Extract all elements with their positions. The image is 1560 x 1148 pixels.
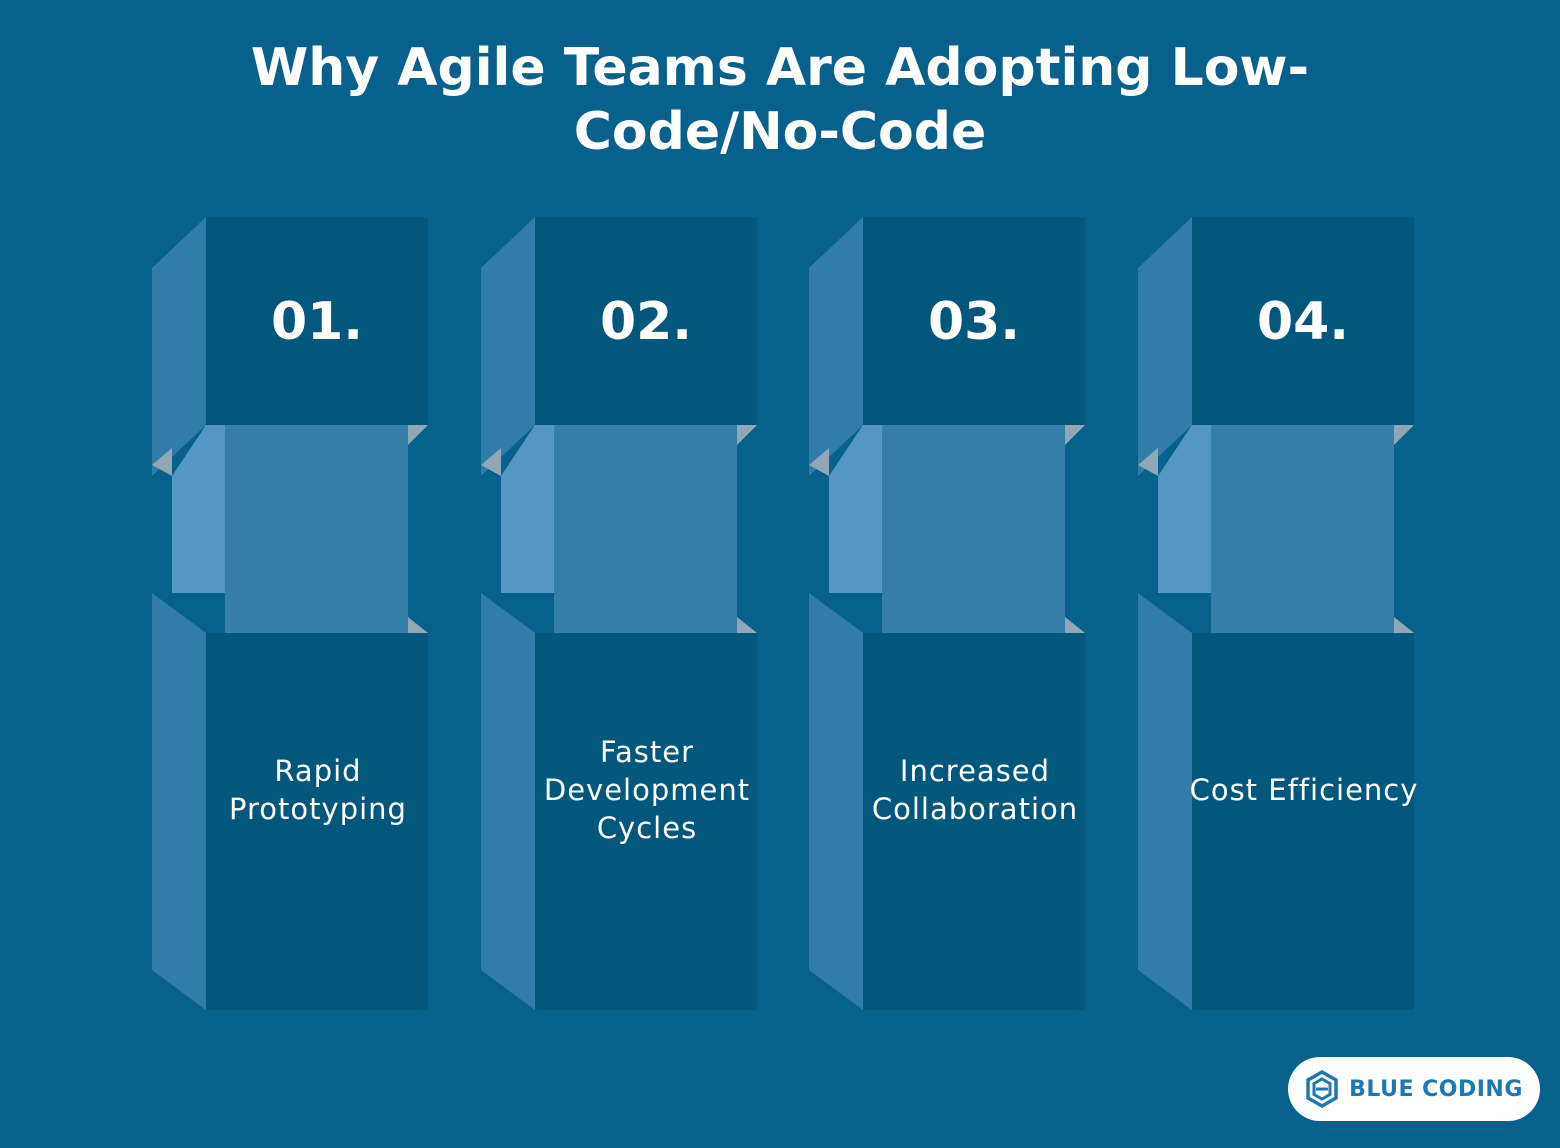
corner-shadow <box>809 448 829 476</box>
top-block-side <box>152 217 206 476</box>
connector-front <box>1211 425 1394 633</box>
item-label: Increased Collaboration <box>871 754 1079 826</box>
item-label: Cost Efficiency <box>1189 773 1419 807</box>
hexagon-logo-icon <box>1306 1070 1338 1108</box>
connector-front <box>554 425 737 633</box>
item-number: 04. <box>1256 292 1350 352</box>
bottom-block-side <box>152 593 206 1010</box>
top-block-front <box>206 217 428 425</box>
column-1-blocks <box>152 217 428 1010</box>
corner-shadow <box>737 425 757 445</box>
item-number: 02. <box>599 292 693 352</box>
corner-shadow <box>1394 617 1414 633</box>
logo-text: BLUE CODING <box>1349 1076 1523 1102</box>
column-4: 04. Cost Efficiency <box>1138 0 1418 1148</box>
corner-shadow <box>737 617 757 633</box>
page-title: Why Agile Teams Are Adopting Low-Code/No… <box>250 38 1310 162</box>
connector-front <box>225 425 408 633</box>
bottom-block-front <box>1192 633 1414 1010</box>
top-block-side <box>1138 217 1192 476</box>
connector-front <box>882 425 1065 633</box>
connector-side <box>501 425 554 593</box>
bottom-block-side <box>1138 593 1192 1010</box>
corner-shadow <box>1138 448 1158 476</box>
corner-shadow <box>408 425 428 445</box>
connector-side <box>1158 425 1211 593</box>
column-2: 02. Faster Development Cycles <box>481 0 761 1148</box>
top-block-front <box>863 217 1085 425</box>
bottom-block-front <box>863 633 1085 1010</box>
item-number: 03. <box>927 292 1021 352</box>
column-2-blocks <box>481 217 757 1010</box>
corner-shadow <box>481 448 501 476</box>
top-block-side <box>809 217 863 476</box>
blue-coding-logo[interactable]: BLUE CODING <box>1288 1057 1540 1121</box>
connector-side <box>829 425 882 593</box>
corner-shadow <box>408 617 428 633</box>
item-label: Faster Development Cycles <box>543 735 751 845</box>
item-label: Rapid Prototyping <box>229 754 407 826</box>
item-number: 01. <box>270 292 364 352</box>
corner-shadow <box>152 448 172 476</box>
bottom-block-front <box>535 633 757 1010</box>
top-block-front <box>535 217 757 425</box>
connector-side <box>172 425 225 593</box>
bottom-block-front <box>206 633 428 1010</box>
bottom-block-side <box>809 593 863 1010</box>
bottom-block-side <box>481 593 535 1010</box>
column-3: 03. Increased Collaboration <box>809 0 1089 1148</box>
column-3-blocks <box>809 217 1085 1010</box>
corner-shadow <box>1065 617 1085 633</box>
corner-shadow <box>1394 425 1414 445</box>
corner-shadow <box>1065 425 1085 445</box>
top-block-side <box>481 217 535 476</box>
column-1: 01. Rapid Prototyping <box>152 0 432 1148</box>
column-4-blocks <box>1138 217 1414 1010</box>
top-block-front <box>1192 217 1414 425</box>
